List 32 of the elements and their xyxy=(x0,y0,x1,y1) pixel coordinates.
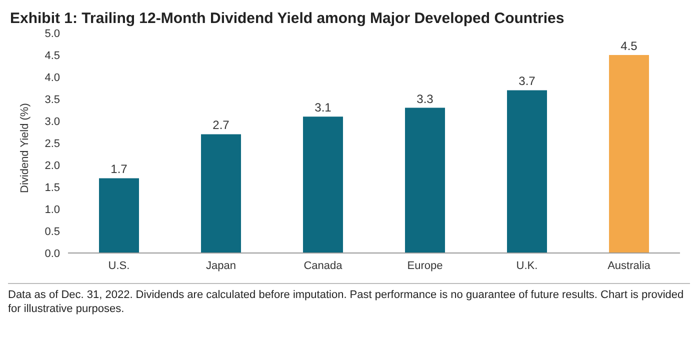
text: Data as of Dec. 31, 2022. Dividends are calculated before imputation. Past performance is no guarantee of future results. Chart is provided for illustrative purposes. xyxy=(8,288,685,316)
bar xyxy=(201,134,241,253)
chart-title: Exhibit 1: Trailing 12-Month Dividend Yield among Major Developed Countries xyxy=(9,9,566,27)
y-tick-label: 2.0 xyxy=(44,160,60,172)
bar xyxy=(609,55,649,253)
x-tick-label: Japan xyxy=(206,260,236,272)
y-tick-label: 0.5 xyxy=(44,226,60,238)
data-label: 2.7 xyxy=(212,118,230,132)
data-label: 1.7 xyxy=(110,162,128,176)
y-tick-label: 3.0 xyxy=(44,116,60,128)
y-tick-label: 5.0 xyxy=(44,28,60,40)
data-label: 3.7 xyxy=(518,74,536,88)
x-tick-label: U.S. xyxy=(108,260,130,272)
x-tick-label: U.K. xyxy=(516,260,538,272)
y-tick-label: 3.5 xyxy=(44,94,60,106)
bar xyxy=(303,116,343,253)
bar xyxy=(405,108,445,253)
data-label: 3.1 xyxy=(314,100,332,115)
data-label: 3.3 xyxy=(416,92,434,106)
x-tick-label: Europe xyxy=(407,260,443,272)
y-tick-label: 0.0 xyxy=(44,248,60,260)
x-tick-label: Canada xyxy=(304,260,344,272)
x-tick-label: Australia xyxy=(608,260,652,272)
bar xyxy=(99,178,139,253)
y-tick-label: 2.5 xyxy=(44,138,60,150)
y-tick-label: 4.5 xyxy=(44,50,60,62)
data-label: 4.5 xyxy=(620,39,638,53)
y-tick-label: 4.0 xyxy=(44,72,60,84)
bar xyxy=(507,90,547,253)
y-tick-label: 1.5 xyxy=(44,182,60,194)
y-tick-label: 1.0 xyxy=(44,204,60,216)
y-axis-title: Dividend Yield (%) xyxy=(18,103,31,193)
